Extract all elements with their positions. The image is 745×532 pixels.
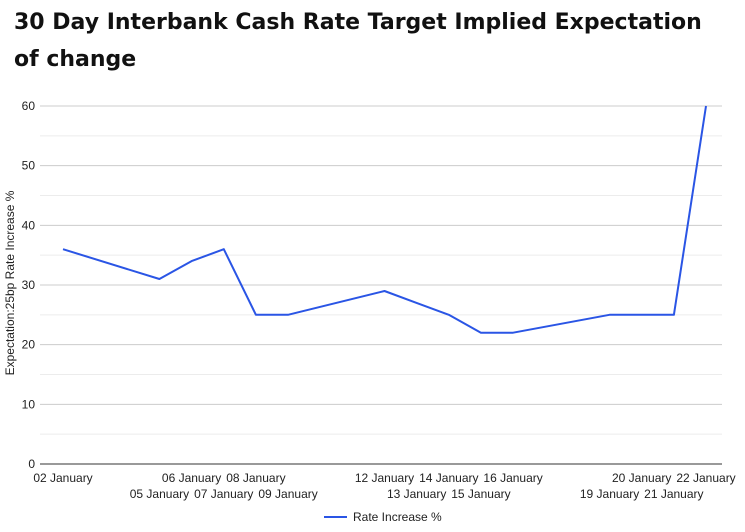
x-tick-label: 09 January (258, 487, 317, 501)
x-tick-label: 12 January (355, 471, 414, 485)
legend-label: Rate Increase % (353, 510, 442, 524)
y-tick-label: 40 (22, 218, 36, 232)
x-axis-ticks: 02 January 05 January 06 January 07 January… (33, 471, 735, 501)
y-tick-label: 50 (22, 159, 36, 173)
y-tick-label: 10 (22, 397, 36, 411)
x-tick-label: 21 January (644, 487, 703, 501)
y-axis-title: Expectation:25bp Rate Increase % (3, 190, 17, 375)
y-tick-label: 30 (22, 278, 36, 292)
y-axis-ticks: 0 10 20 30 40 50 60 (22, 99, 36, 471)
y-tick-label: 60 (22, 99, 36, 113)
x-tick-label: 15 January (451, 487, 510, 501)
x-tick-label: 02 January (33, 471, 92, 485)
x-tick-label: 06 January (162, 471, 221, 485)
x-tick-label: 07 January (194, 487, 253, 501)
gridlines (40, 105, 722, 465)
x-tick-label: 13 January (387, 487, 446, 501)
series-line (62, 105, 707, 334)
series-lines (62, 105, 707, 334)
chart-title: 30 Day Interbank Cash Rate Target Implie… (14, 10, 702, 72)
y-tick-label: 0 (28, 457, 35, 471)
x-tick-label: 19 January (580, 487, 639, 501)
x-tick-label: 20 January (612, 471, 671, 485)
x-tick-label: 08 January (226, 471, 285, 485)
y-tick-label: 20 (22, 338, 36, 352)
x-tick-label: 16 January (483, 471, 542, 485)
x-tick-label: 14 January (419, 471, 478, 485)
x-tick-label: 05 January (130, 487, 189, 501)
legend: Rate Increase % (324, 510, 442, 524)
x-tick-label: 22 January (676, 471, 735, 485)
